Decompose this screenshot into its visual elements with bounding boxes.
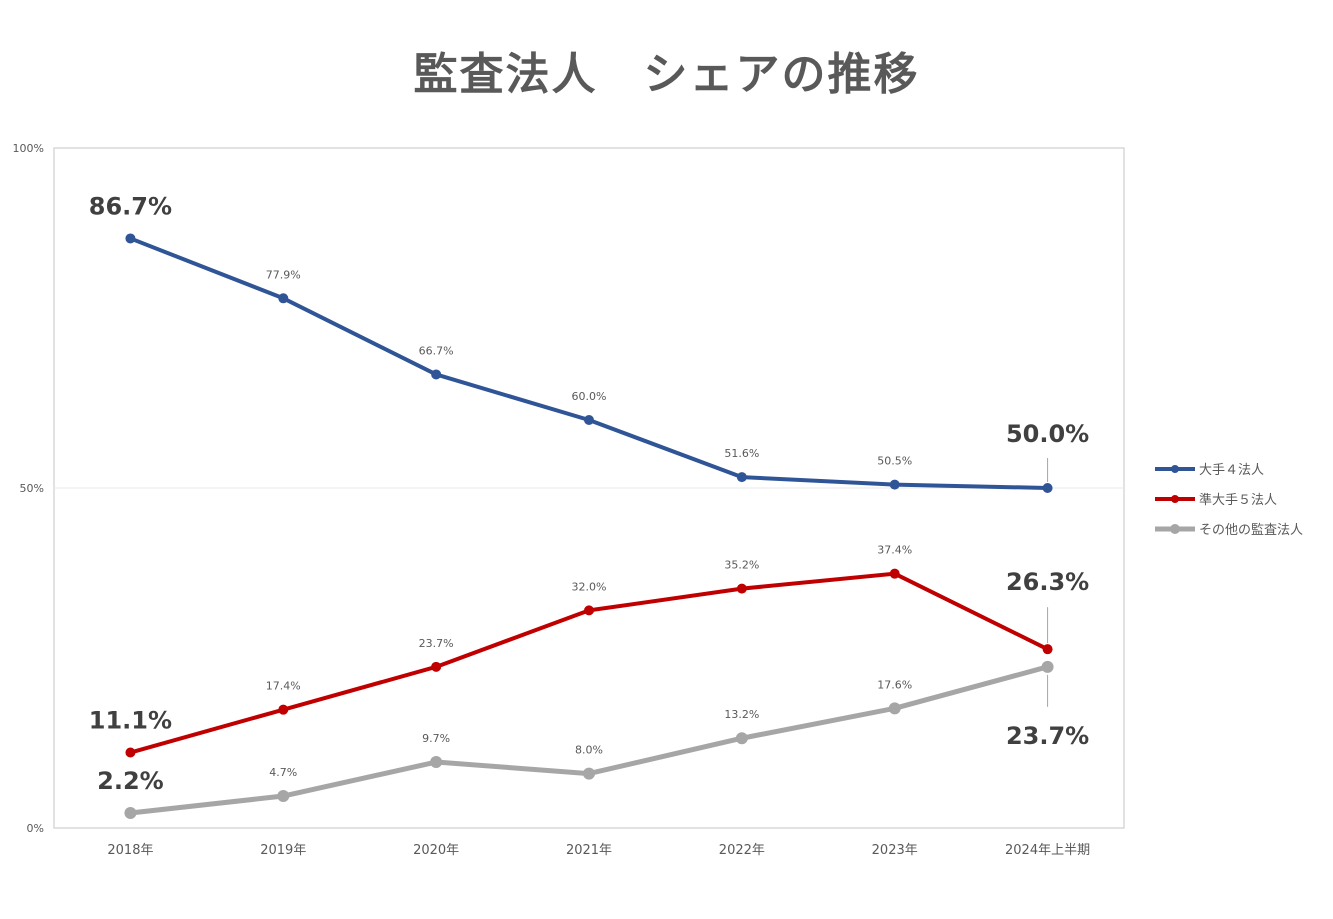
data-label: 4.7% (269, 766, 297, 779)
data-point (124, 807, 137, 820)
data-point (584, 605, 594, 616)
x-tick-label: 2022年 (719, 843, 765, 858)
data-label: 35.2% (724, 559, 759, 572)
data-label: 26.3% (1006, 568, 1089, 596)
data-label: 50.5% (877, 455, 912, 468)
data-point (889, 568, 900, 579)
data-point (125, 233, 136, 244)
data-label: 2.2% (97, 767, 164, 795)
data-label: 32.0% (572, 580, 607, 593)
data-point (736, 583, 747, 594)
data-label: 50.0% (1006, 420, 1089, 448)
data-label: 86.7% (89, 192, 172, 220)
x-tick-label: 2023年 (872, 843, 918, 858)
data-point (736, 472, 747, 483)
data-label: 23.7% (419, 637, 454, 650)
data-label: 77.9% (266, 268, 301, 281)
data-label: 37.4% (877, 544, 912, 557)
data-point (583, 767, 595, 780)
legend-marker (1171, 495, 1179, 503)
data-label: 51.6% (724, 447, 759, 460)
data-point (278, 704, 289, 715)
legend-label: 大手４法人 (1199, 463, 1264, 478)
x-tick-label: 2021年 (566, 843, 612, 858)
data-label: 17.4% (266, 680, 301, 693)
data-label: 11.1% (89, 707, 172, 735)
data-point (888, 702, 901, 715)
data-point (889, 479, 900, 490)
data-label: 9.7% (422, 732, 450, 745)
legend-marker (1171, 465, 1179, 473)
x-tick-label: 2020年 (413, 843, 459, 858)
y-tick-label: 100% (13, 142, 44, 155)
series-line (128, 571, 1050, 755)
legend-label: その他の監査法人 (1199, 522, 1303, 538)
data-point (1042, 483, 1053, 493)
data-point (278, 293, 289, 304)
data-point (277, 790, 290, 803)
data-point (1042, 644, 1053, 655)
x-tick-label: 2019年 (260, 843, 306, 858)
data-point (431, 661, 442, 672)
data-label: 23.7% (1006, 722, 1089, 750)
data-label: 60.0% (572, 390, 607, 403)
data-label: 17.6% (877, 678, 912, 691)
x-tick-label: 2024年上半期 (1005, 843, 1090, 858)
data-label: 66.7% (419, 344, 454, 357)
data-label: 13.2% (724, 708, 759, 721)
data-point (1041, 660, 1054, 673)
data-label: 8.0% (575, 744, 603, 757)
data-point (584, 415, 594, 425)
data-point (430, 756, 443, 769)
legend-label: 準大手５法人 (1199, 492, 1277, 508)
y-tick-label: 50% (20, 482, 44, 495)
data-point (125, 747, 136, 758)
legend-marker (1170, 524, 1180, 534)
y-tick-label: 0% (27, 822, 44, 835)
x-tick-label: 2018年 (107, 843, 153, 858)
data-point (735, 732, 748, 745)
data-point (431, 369, 442, 380)
chart-title: 監査法人 シェアの推移 (413, 49, 920, 100)
